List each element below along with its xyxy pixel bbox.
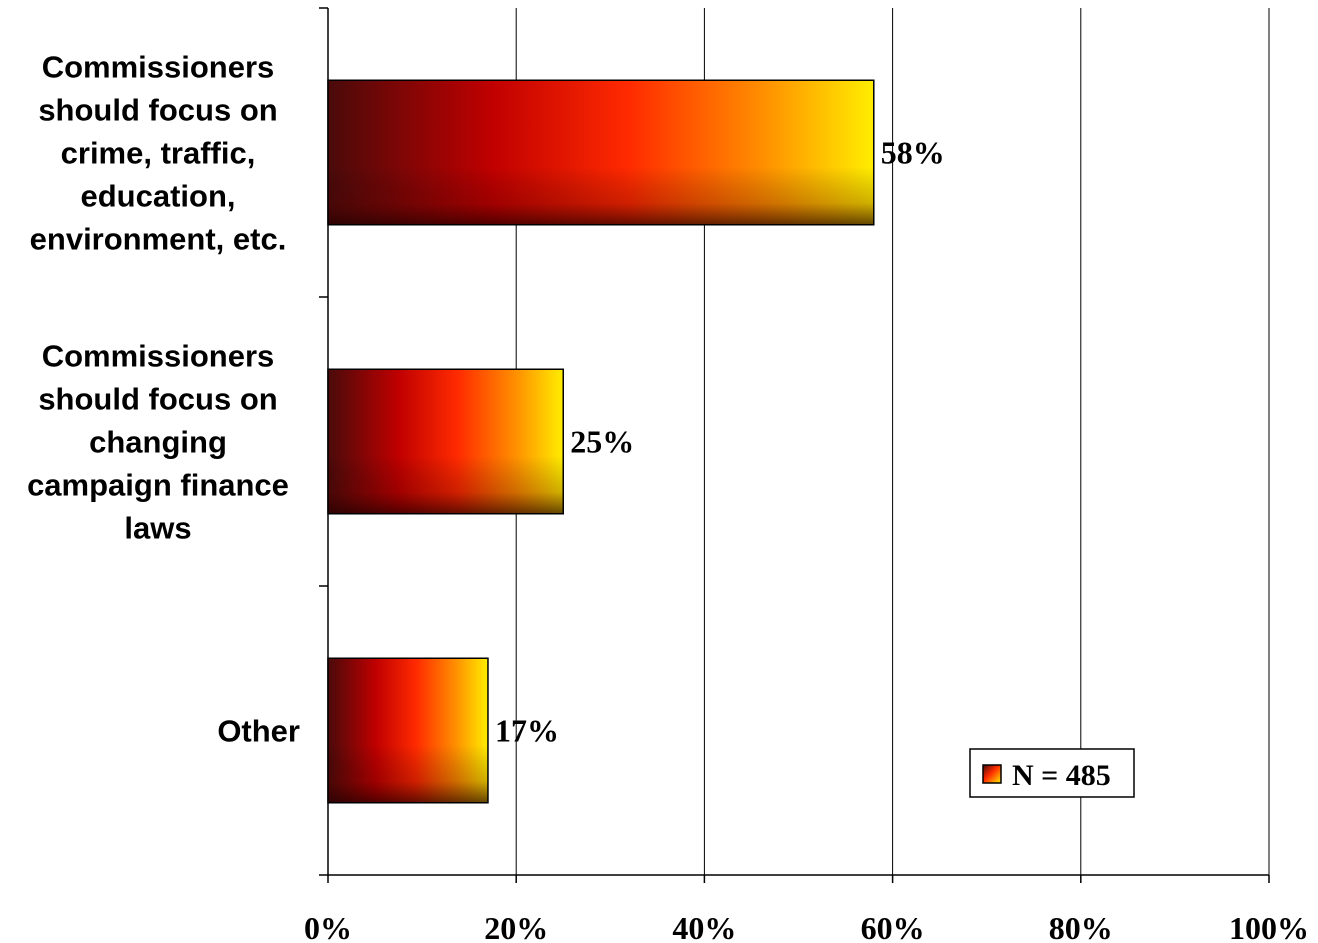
legend-label: N = 485 bbox=[1012, 759, 1111, 792]
category-label-line: should focus on bbox=[38, 382, 277, 417]
category-label-line: should focus on bbox=[38, 93, 277, 128]
category-labels: Commissioners should focus on crime, traff… bbox=[27, 50, 300, 749]
bar-outline bbox=[327, 368, 564, 515]
category-label-line: campaign finance bbox=[27, 468, 289, 503]
data-labels: 58% 25% 17% bbox=[495, 135, 945, 749]
data-label: 17% bbox=[495, 713, 559, 749]
data-label: 58% bbox=[881, 135, 945, 171]
x-tick-labels: 0% 20% 40% 60% 80% 100% bbox=[304, 910, 1309, 943]
category-label-line: Other bbox=[217, 714, 300, 749]
x-tick-label: 100% bbox=[1229, 910, 1309, 943]
x-tick-label: 80% bbox=[1049, 910, 1113, 943]
x-tick-label: 20% bbox=[484, 910, 548, 943]
category-label-line: education, bbox=[80, 179, 235, 214]
category-label-line: changing bbox=[89, 425, 227, 460]
category-label-line: crime, traffic, bbox=[61, 136, 256, 171]
legend-swatch bbox=[982, 764, 1002, 784]
category-label-line: Commissioners bbox=[42, 339, 275, 374]
legend: N = 485 bbox=[969, 748, 1135, 798]
x-tick-label: 60% bbox=[861, 910, 925, 943]
data-label: 25% bbox=[570, 424, 634, 460]
bar-outline bbox=[327, 657, 489, 804]
category-label-line: laws bbox=[124, 511, 191, 546]
x-tick-label: 40% bbox=[672, 910, 736, 943]
bars bbox=[327, 79, 875, 804]
x-tick-label: 0% bbox=[304, 910, 352, 943]
category-label-line: environment, etc. bbox=[30, 222, 287, 257]
category-label-line: Commissioners bbox=[42, 50, 275, 85]
bar-outline bbox=[327, 79, 875, 226]
